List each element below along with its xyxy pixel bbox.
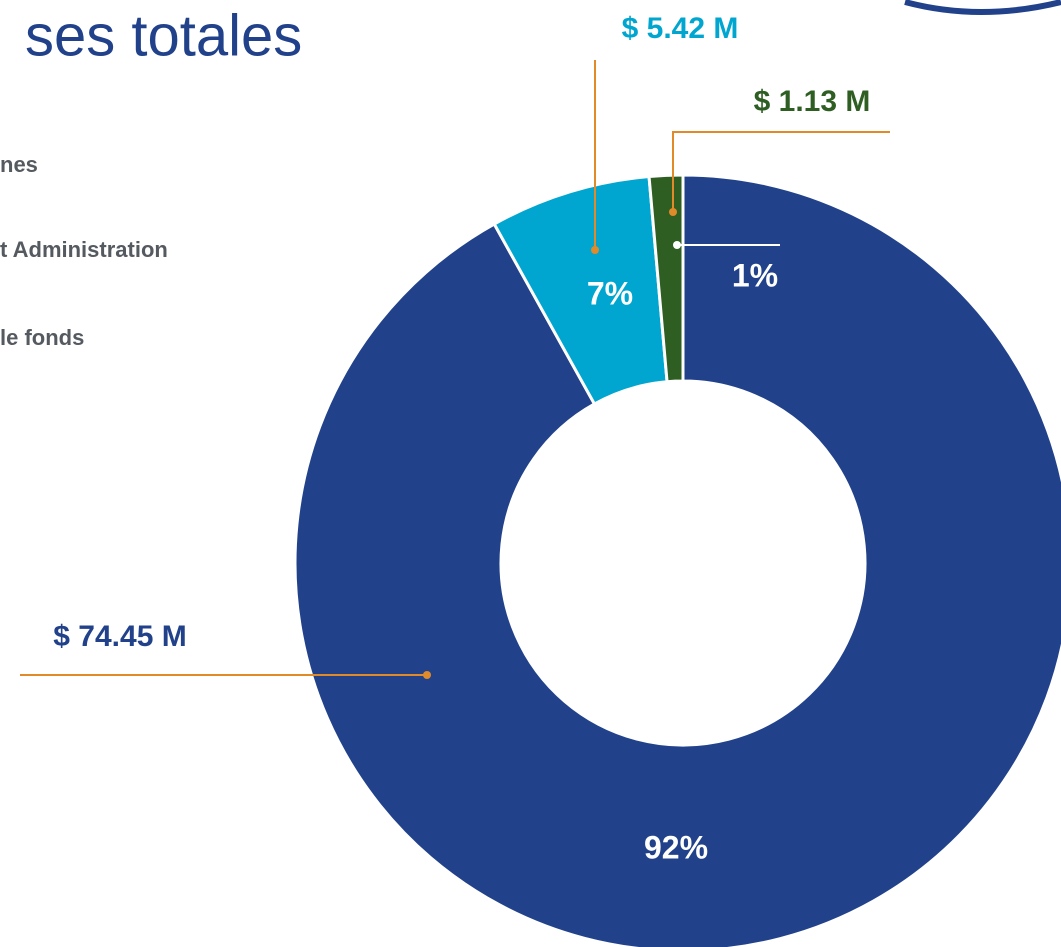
slice: [647, 173, 685, 384]
percent-label: 1%: [732, 257, 778, 293]
leader-dot: [669, 208, 677, 216]
labels: $ 74.45 M $ 5.42 M $ 1.13 M 92% 7% 1%: [20, 12, 890, 865]
legend-label: t Administration: [0, 237, 168, 262]
legend-label: le fonds: [0, 325, 84, 350]
legend-label: nes: [0, 152, 38, 177]
leader-dot: [673, 241, 681, 249]
value-label: $ 74.45 M: [53, 620, 186, 653]
value-label: $ 1.13 M: [754, 85, 871, 118]
leader-line: [672, 131, 890, 212]
percent-label: 7%: [587, 275, 633, 311]
value-label: $ 5.42 M: [622, 12, 739, 45]
leader-dot: [591, 246, 599, 254]
chart-title: ses totales: [25, 3, 302, 68]
donut: [293, 173, 1061, 947]
slice: [293, 173, 1061, 947]
leader-dot: [423, 671, 431, 679]
decor-arc: [904, 0, 1061, 15]
percent-label: 92%: [644, 829, 708, 865]
